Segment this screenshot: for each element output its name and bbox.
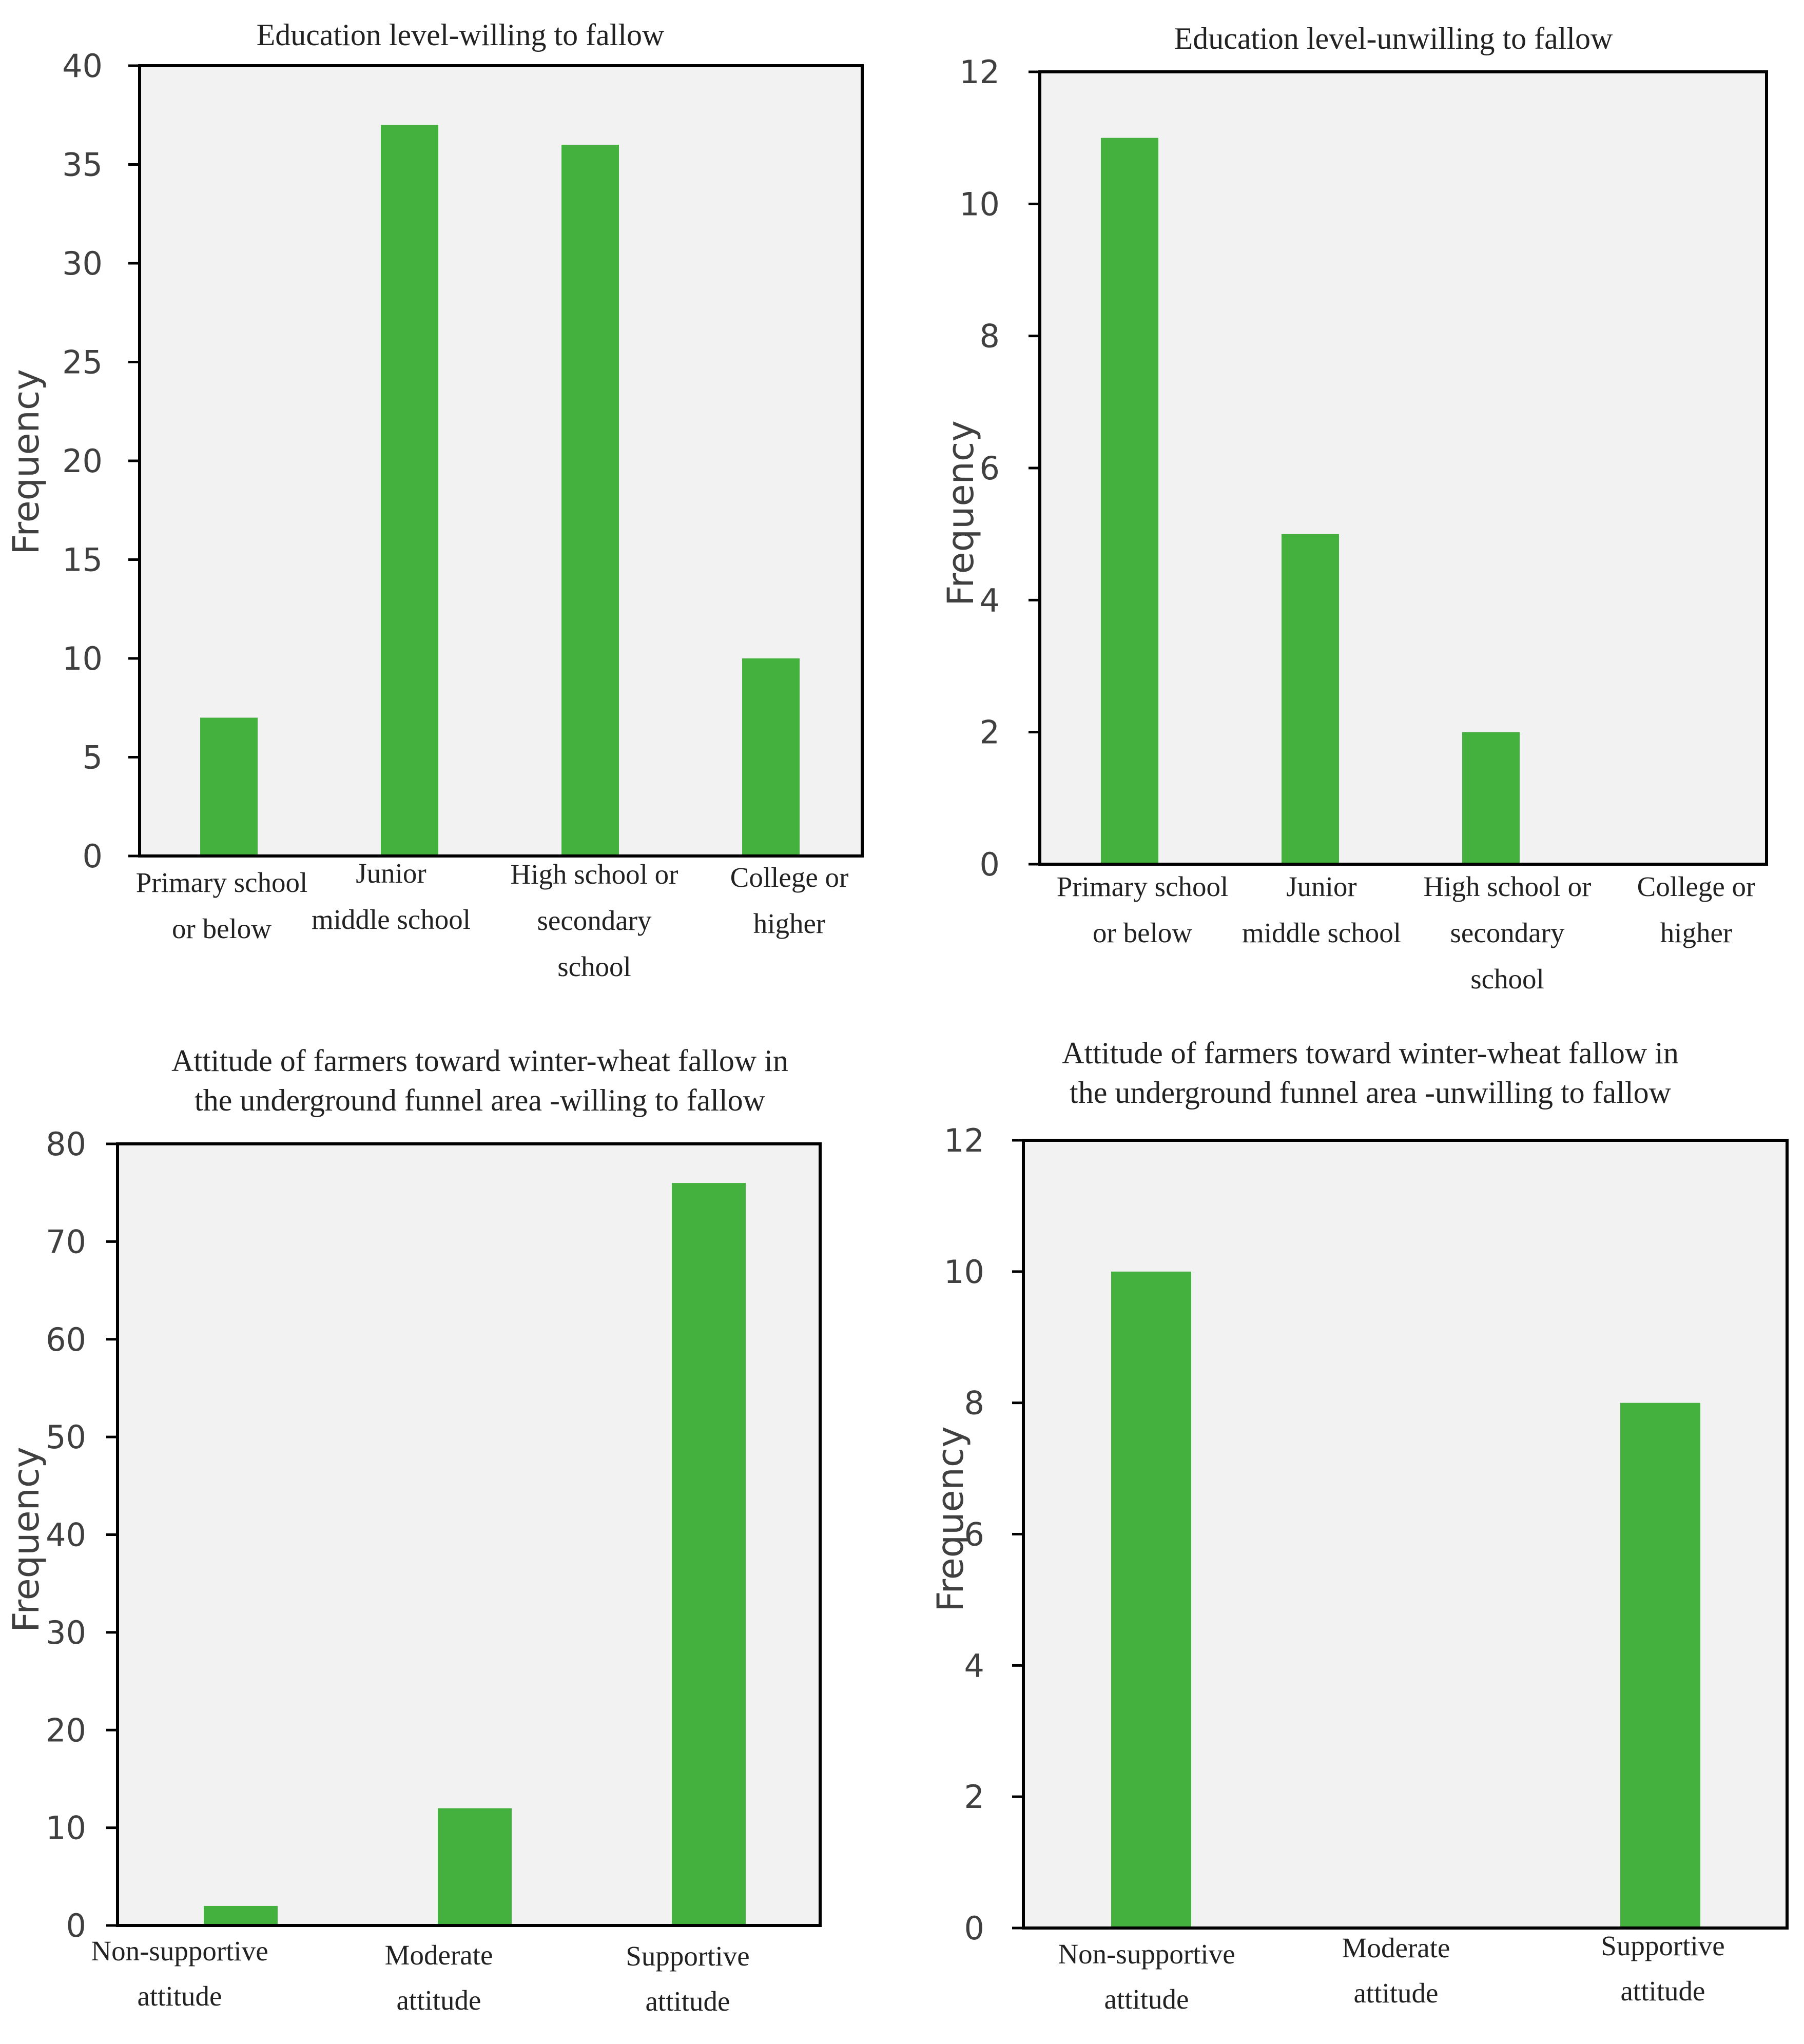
x-tick-label: Non-supportive — [91, 1935, 268, 1967]
y-tick-label: 8 — [964, 1385, 984, 1422]
chart-panel-3: 0 10 20 30 40 50 60 70 80 Frequency Attitude of fa… — [5, 1044, 822, 2017]
chart-title: Education level-willing to fallow — [257, 18, 665, 52]
y-tick-label: 25 — [62, 344, 103, 381]
y-tick-label: 2 — [980, 714, 1000, 751]
x-tick-label: Primary school — [1057, 871, 1229, 902]
x-tick-label: middle school — [312, 904, 471, 935]
chart-title: the underground funnel area -willing to … — [195, 1083, 766, 1117]
y-tick-label: 0 — [964, 1910, 984, 1947]
y-tick-label: 0 — [83, 838, 103, 875]
x-tick-label: middle school — [1242, 917, 1401, 948]
bar-1 — [204, 1905, 278, 1925]
x-tick-label: school — [557, 951, 631, 982]
y-tick-label: 0 — [980, 846, 1000, 883]
x-tick-label: Supportive — [626, 1940, 749, 1972]
bar-2 — [1282, 534, 1339, 864]
y-axis-label: Frequency — [929, 1426, 972, 1612]
chart-title: Attitude of farmers toward winter-wheat … — [171, 1044, 788, 1078]
x-tick-label: College or — [1637, 871, 1756, 902]
y-tick-label: 2 — [964, 1778, 984, 1816]
bar-1 — [1101, 138, 1158, 865]
y-tick-label: 70 — [46, 1223, 86, 1260]
x-tick-label: Supportive — [1601, 1930, 1724, 1961]
x-tick-label: Junior — [1286, 871, 1357, 902]
chart-title: Attitude of farmers toward winter-wheat … — [1062, 1036, 1679, 1070]
plot-area — [1040, 72, 1767, 864]
y-tick-label: 4 — [964, 1647, 984, 1684]
x-tick-label: Moderate — [1342, 1932, 1450, 1963]
bar-2 — [381, 125, 438, 856]
y-tick-label: 8 — [980, 318, 1000, 355]
bar-1 — [200, 717, 258, 856]
x-tick-label: attitude — [397, 1984, 481, 2016]
x-tick-label: higher — [753, 908, 826, 939]
bar-3 — [672, 1183, 746, 1925]
chart-panel-1: 0 5 10 15 20 25 30 35 40 Frequency Education level… — [5, 18, 864, 982]
y-tick-label: 10 — [959, 185, 1000, 223]
y-tick-label: 40 — [46, 1516, 86, 1554]
x-tick-label: attitude — [1621, 1975, 1705, 2007]
bar-4 — [742, 658, 800, 856]
chart-title: Education level-unwilling to fallow — [1174, 22, 1613, 55]
y-tick-label: 4 — [980, 581, 1000, 619]
y-tick-label: 60 — [46, 1321, 86, 1358]
plot-area — [140, 66, 862, 856]
bar-2 — [438, 1808, 512, 1925]
y-tick-label: 20 — [62, 442, 103, 480]
x-tick-label: or below — [172, 913, 271, 944]
x-tick-label: attitude — [646, 1985, 730, 2017]
x-tick-label: Primary school — [136, 867, 308, 898]
y-tick-label: 0 — [66, 1907, 86, 1944]
x-tick-label: attitude — [138, 1980, 222, 2012]
x-tick-label: attitude — [1104, 1983, 1189, 2015]
y-tick-label: 5 — [83, 739, 103, 776]
y-tick-label: 15 — [62, 541, 103, 579]
y-tick-label: 10 — [944, 1253, 984, 1291]
y-tick-label: 80 — [46, 1125, 86, 1163]
bar-1 — [1111, 1271, 1191, 1928]
y-tick-label: 10 — [46, 1809, 86, 1847]
x-tick-label: higher — [1660, 917, 1733, 948]
chart-title: the underground funnel area -unwilling t… — [1070, 1076, 1672, 1109]
x-tick-label: secondary — [537, 905, 652, 936]
x-tick-label: secondary — [1450, 917, 1565, 948]
y-axis-label: Frequency — [940, 420, 982, 606]
x-tick-label: College or — [730, 862, 849, 893]
y-tick-label: 12 — [959, 53, 1000, 91]
x-tick-label: High school or — [511, 859, 678, 890]
x-tick-label: Junior — [356, 858, 426, 889]
chart-panel-4: 0 2 4 6 8 10 12 Frequency Attitude of farmers to… — [929, 1036, 1789, 2015]
y-tick-label: 12 — [944, 1122, 984, 1159]
bar-3 — [561, 145, 619, 856]
x-tick-label: High school or — [1424, 871, 1592, 902]
y-tick-label: 40 — [62, 47, 103, 85]
x-tick-label: Moderate — [385, 1939, 493, 1971]
y-tick-label: 10 — [62, 640, 103, 677]
x-tick-label: or below — [1093, 917, 1192, 948]
x-tick-label: Non-supportive — [1058, 1938, 1235, 1970]
y-axis-label: Frequency — [5, 369, 47, 555]
y-tick-label: 6 — [980, 450, 1000, 487]
chart-panel-2: 0 2 4 6 8 10 12 Frequency Education level-unwill… — [940, 22, 1768, 995]
bar-3 — [1620, 1403, 1700, 1928]
y-axis-label: Frequency — [5, 1447, 47, 1632]
bar-3 — [1462, 732, 1520, 864]
y-tick-label: 50 — [46, 1418, 86, 1456]
y-tick-label: 30 — [62, 245, 103, 282]
x-tick-label: attitude — [1354, 1977, 1439, 2009]
y-tick-label: 6 — [964, 1516, 984, 1553]
y-tick-label: 30 — [46, 1614, 86, 1651]
y-tick-label: 20 — [46, 1711, 86, 1749]
x-tick-label: school — [1470, 963, 1544, 995]
y-tick-label: 35 — [62, 146, 103, 184]
